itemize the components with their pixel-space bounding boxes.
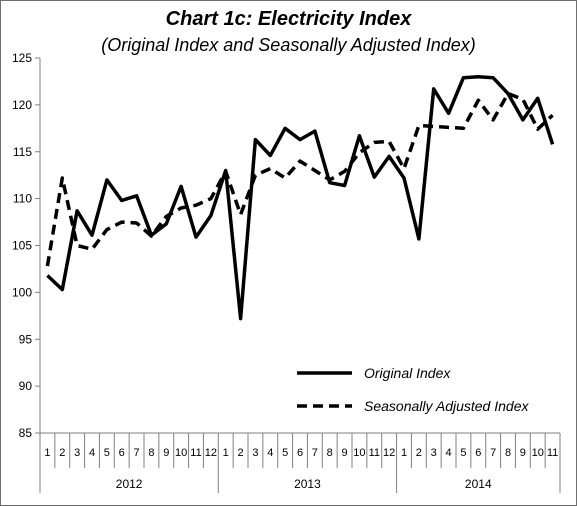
month-tick-label: 9 [342,447,348,459]
month-tick-label: 4 [89,447,95,459]
y-tick-label: 120 [12,98,32,112]
month-tick-label: 7 [490,447,496,459]
month-tick-label: 9 [520,447,526,459]
month-tick-label: 1 [401,447,407,459]
month-tick-label: 12 [205,447,217,459]
y-tick-label: 85 [19,426,33,440]
month-tick-label: 2 [59,447,65,459]
month-tick-label: 10 [175,447,187,459]
month-tick-label: 6 [297,447,303,459]
month-tick-label: 2 [238,447,244,459]
chart-title: Chart 1c: Electricity Index [165,8,412,30]
month-tick-label: 7 [312,447,318,459]
month-tick-label: 11 [190,447,201,459]
month-tick-label: 4 [267,447,273,459]
month-tick-label: 3 [252,447,258,459]
y-tick-label: 110 [13,192,32,206]
month-tick-label: 11 [369,447,380,459]
month-tick-label: 4 [446,447,452,459]
month-tick-label: 5 [460,447,466,459]
series-line-seasonally-adjusted-index [45,91,554,267]
month-tick-label: 3 [74,447,80,459]
y-tick-label: 105 [12,239,32,253]
y-tick-label: 100 [12,285,32,299]
month-tick-label: 8 [327,447,333,459]
y-tick-label: 95 [19,332,33,346]
y-tick-label: 90 [19,379,33,393]
series-line-original-index [46,75,555,321]
month-tick-label: 5 [104,447,110,459]
legend-label: Original Index [364,365,451,381]
month-tick-label: 3 [431,447,437,459]
year-label: 2012 [116,477,143,491]
month-tick-label: 6 [475,447,481,459]
y-tick-label: 115 [13,145,32,159]
year-label: 2014 [465,477,492,491]
month-tick-label: 7 [134,447,140,459]
y-tick-label: 125 [12,51,32,65]
year-label: 2013 [294,477,321,491]
month-tick-label: 8 [148,447,154,459]
month-tick-label: 11 [547,447,558,459]
month-tick-label: 12 [383,447,395,459]
month-tick-label: 1 [44,447,50,459]
month-tick-label: 10 [532,447,544,459]
legend-label: Seasonally Adjusted Index [364,398,529,414]
month-tick-label: 5 [282,447,288,459]
chart-subtitle: (Original Index and Seasonally Adjusted … [101,35,476,55]
month-tick-label: 10 [353,447,365,459]
month-tick-label: 9 [163,447,169,459]
month-tick-label: 1 [223,447,229,459]
month-tick-label: 6 [119,447,125,459]
month-tick-label: 2 [416,447,422,459]
month-tick-label: 8 [505,447,511,459]
